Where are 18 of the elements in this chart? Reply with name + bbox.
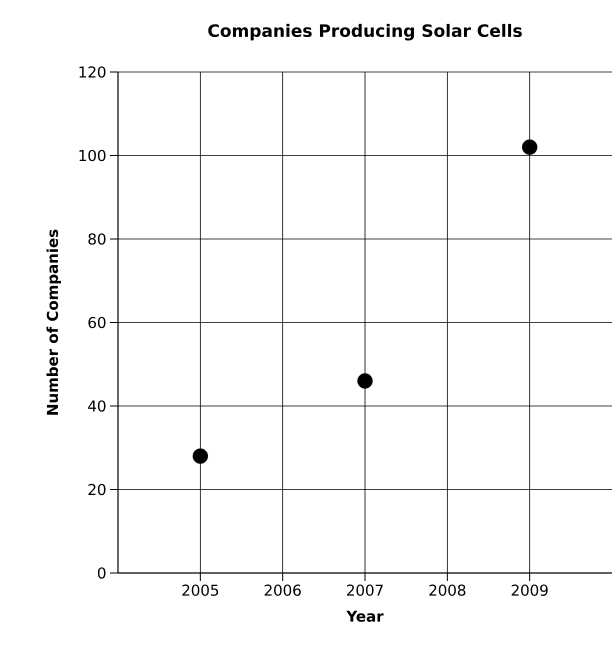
x-tick-label: 2005 xyxy=(182,584,218,596)
y-tick-label: 20 xyxy=(88,484,106,496)
y-tick-label: 0 xyxy=(98,567,106,579)
y-axis-title: Number of Companies xyxy=(46,230,62,415)
y-tick-label: 60 xyxy=(88,316,106,328)
x-tick-label: 2008 xyxy=(429,584,466,596)
point xyxy=(357,373,373,389)
chart-title: Companies Producing Solar Cells xyxy=(208,24,522,40)
x-axis-title: Year xyxy=(346,610,384,622)
y-tick-label: 80 xyxy=(88,233,106,245)
x-tick-label: 2007 xyxy=(347,584,383,596)
point xyxy=(522,139,538,155)
y-tick-label: 120 xyxy=(79,66,106,78)
y-tick-label: 40 xyxy=(88,400,106,412)
point xyxy=(192,448,208,464)
y-tick-label: 100 xyxy=(79,150,106,162)
x-tick-label: 2009 xyxy=(512,584,548,596)
x-tick-label: 2006 xyxy=(264,584,301,596)
